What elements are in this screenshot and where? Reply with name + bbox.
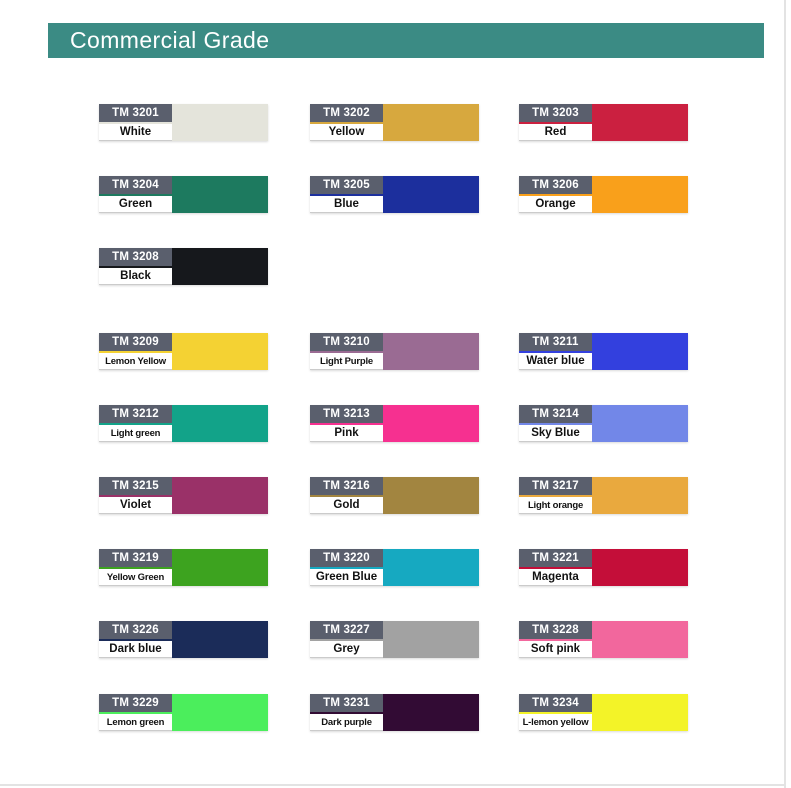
- swatch-cell: TM 3228 Soft pink: [519, 621, 688, 658]
- page-title: Commercial Grade: [70, 27, 270, 53]
- swatch-name: Red: [519, 124, 592, 141]
- swatch-name: Light Purple: [310, 353, 383, 370]
- swatch-cell: TM 3203 Red: [519, 104, 688, 141]
- swatch-cell: TM 3220 Green Blue: [310, 549, 479, 586]
- swatch-code: TM 3229: [99, 694, 172, 712]
- swatch-code: TM 3231: [310, 694, 383, 712]
- swatch-code: TM 3206: [519, 176, 592, 194]
- swatch-name: Dark blue: [99, 641, 172, 658]
- swatch-code: TM 3205: [310, 176, 383, 194]
- swatch-cell: TM 3209 Lemon Yellow: [99, 333, 268, 370]
- swatch-cell: TM 3221 Magenta: [519, 549, 688, 586]
- swatch-code: TM 3208: [99, 248, 172, 266]
- swatch-name: Yellow Green: [99, 569, 172, 586]
- swatch-code: TM 3203: [519, 104, 592, 122]
- swatch-code: TM 3234: [519, 694, 592, 712]
- swatch-code: TM 3211: [519, 333, 592, 351]
- swatch-code: TM 3216: [310, 477, 383, 495]
- swatch-cell: TM 3202 Yellow: [310, 104, 479, 141]
- swatch-cell: TM 3231 Dark purple: [310, 694, 479, 731]
- page-right-edge-line: [784, 0, 786, 788]
- page-bottom-edge-line: [0, 784, 786, 786]
- swatch-cell: TM 3205 Blue: [310, 176, 479, 213]
- swatch-code: TM 3221: [519, 549, 592, 567]
- swatch-name: Gold: [310, 497, 383, 514]
- swatch-name: Magenta: [519, 569, 592, 586]
- swatch-cell: TM 3210 Light Purple: [310, 333, 479, 370]
- swatch-cell: TM 3234 L-lemon yellow: [519, 694, 688, 731]
- swatch-code: TM 3213: [310, 405, 383, 423]
- swatch-cell: TM 3219 Yellow Green: [99, 549, 268, 586]
- swatch-name: Orange: [519, 196, 592, 213]
- swatch-cell: TM 3213 Pink: [310, 405, 479, 442]
- swatch-cell: TM 3229 Lemon green: [99, 694, 268, 731]
- swatch-name: Black: [99, 268, 172, 285]
- swatch-name: Dark purple: [310, 714, 383, 731]
- swatch-cell: TM 3206 Orange: [519, 176, 688, 213]
- swatch-name: Lemon green: [99, 714, 172, 731]
- swatch-code: TM 3227: [310, 621, 383, 639]
- swatch-name: Blue: [310, 196, 383, 213]
- swatch-code: TM 3219: [99, 549, 172, 567]
- swatch-code: TM 3201: [99, 104, 172, 122]
- swatch-code: TM 3209: [99, 333, 172, 351]
- swatch-code: TM 3212: [99, 405, 172, 423]
- swatch-cell: TM 3208 Black: [99, 248, 268, 285]
- swatch-cell: TM 3227 Grey: [310, 621, 479, 658]
- swatch-cell: TM 3204 Green: [99, 176, 268, 213]
- swatch-name: Pink: [310, 425, 383, 442]
- swatch-code: TM 3220: [310, 549, 383, 567]
- swatch-name: Violet: [99, 497, 172, 514]
- swatch-name: Light orange: [519, 497, 592, 514]
- page-title-bar: Commercial Grade: [48, 23, 764, 58]
- swatch-name: L-lemon yellow: [519, 714, 592, 731]
- swatch-code: TM 3204: [99, 176, 172, 194]
- swatch-code: TM 3214: [519, 405, 592, 423]
- swatch-name: Light green: [99, 425, 172, 442]
- swatch-name: White: [99, 124, 172, 141]
- swatch-name: Soft pink: [519, 641, 592, 658]
- swatch-cell: TM 3216 Gold: [310, 477, 479, 514]
- swatch-code: TM 3215: [99, 477, 172, 495]
- swatch-name: Sky Blue: [519, 425, 592, 442]
- swatch-cell: TM 3201 White: [99, 104, 268, 141]
- swatch-name: Grey: [310, 641, 383, 658]
- swatch-code: TM 3217: [519, 477, 592, 495]
- swatch-name: Water blue: [519, 353, 592, 370]
- swatch-name: Yellow: [310, 124, 383, 141]
- swatch-name: Green: [99, 196, 172, 213]
- swatch-code: TM 3202: [310, 104, 383, 122]
- swatch-cell: TM 3226 Dark blue: [99, 621, 268, 658]
- swatch-code: TM 3226: [99, 621, 172, 639]
- swatch-cell: TM 3215 Violet: [99, 477, 268, 514]
- swatch-name: Lemon Yellow: [99, 353, 172, 370]
- swatch-cell: TM 3217 Light orange: [519, 477, 688, 514]
- swatch-cell: TM 3214 Sky Blue: [519, 405, 688, 442]
- swatch-cell: TM 3211 Water blue: [519, 333, 688, 370]
- swatch-cell: TM 3212 Light green: [99, 405, 268, 442]
- swatch-code: TM 3210: [310, 333, 383, 351]
- swatch-code: TM 3228: [519, 621, 592, 639]
- swatch-name: Green Blue: [310, 569, 383, 586]
